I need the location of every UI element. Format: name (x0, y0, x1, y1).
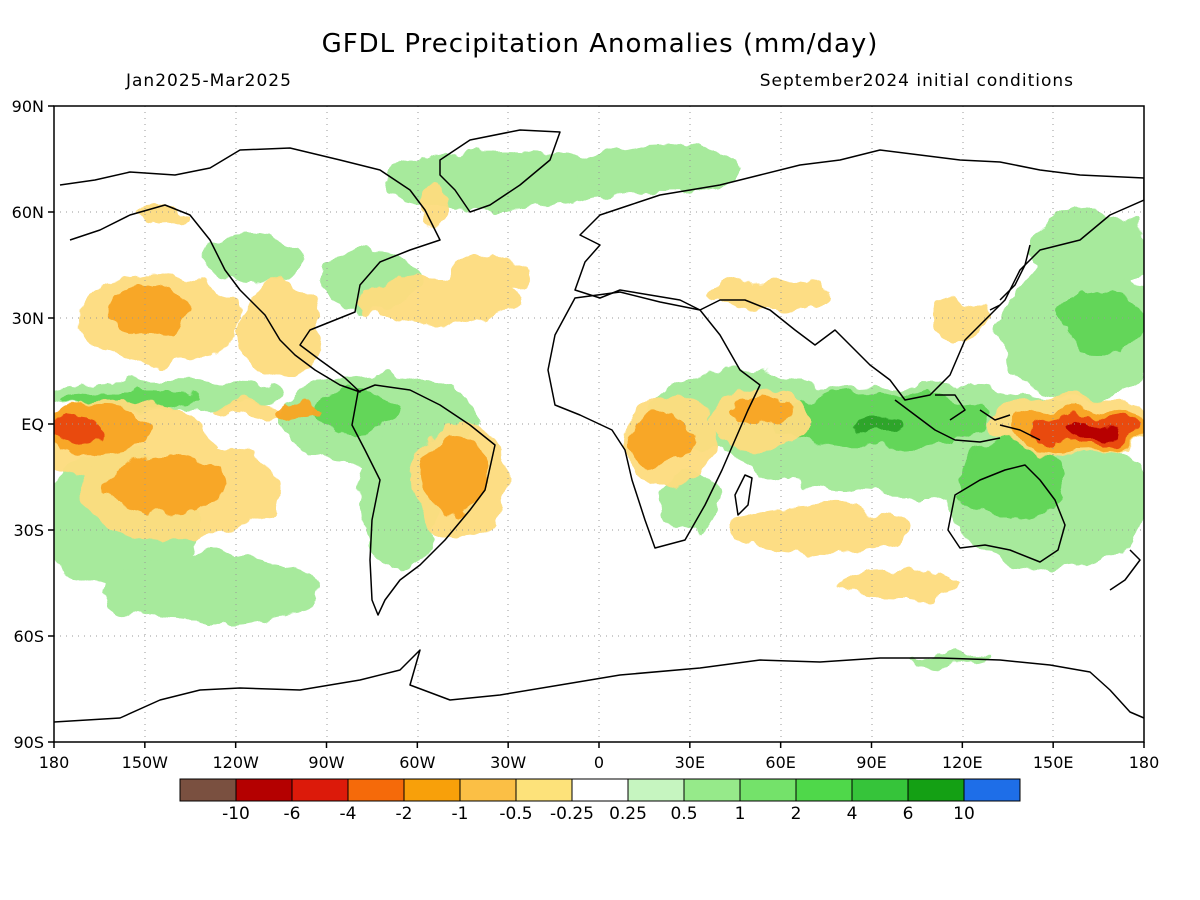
lon-label: 150E (1033, 753, 1074, 772)
coastline-greenland (439, 129, 561, 213)
coastline-indonesia (894, 394, 1041, 443)
colorbar-swatch (347, 778, 405, 802)
lon-label: 120W (212, 753, 259, 772)
lon-label: 30E (675, 753, 705, 772)
colorbar-label: -0.25 (550, 804, 594, 824)
colorbar-labels: -10 -6 -4 -2 -1 -0.5 -0.25 0.25 0.5 1 2 4 6 10 (222, 804, 975, 824)
colorbar-swatch (403, 778, 461, 802)
coastline-australia (947, 464, 1066, 563)
coastline-south-america (351, 384, 496, 616)
coastline-north-america (59, 147, 441, 393)
lon-label: 60E (765, 753, 795, 772)
colorbar-swatch (627, 778, 685, 802)
lat-label: 60S (13, 627, 44, 646)
graticule (54, 106, 1144, 742)
colorbar (179, 778, 1021, 802)
lon-label: 180 (1129, 753, 1160, 772)
lat-label: EQ (21, 415, 44, 434)
lon-label: 180 (39, 753, 70, 772)
anomaly-field (54, 106, 1144, 742)
colorbar-swatch (683, 778, 741, 802)
colorbar-label: -2 (396, 804, 413, 824)
colorbar-label: -1 (452, 804, 469, 824)
lon-label: 150W (122, 753, 169, 772)
coastline-new-zealand (1109, 549, 1141, 591)
lon-label: 90W (308, 753, 344, 772)
colorbar-label: -4 (340, 804, 357, 824)
longitude-axis: 180 150W 120W 90W 60W 30W 0 30E 60E 90E 120E 150E 18… (39, 742, 1160, 772)
lon-label: 30W (490, 753, 526, 772)
colorbar-label: 1 (735, 804, 746, 824)
latitude-axis: 90N 60N 30N EQ 30S 60S 90S (12, 97, 54, 752)
colorbar-label: -0.5 (499, 804, 532, 824)
coastlines (54, 129, 1144, 723)
forecast-period: Jan2025-Mar2025 (125, 71, 292, 91)
colorbar-label: 0.5 (670, 804, 697, 824)
colorbar-swatch (963, 778, 1021, 802)
colorbar-swatch (515, 778, 573, 802)
lat-label: 60N (12, 203, 44, 222)
map-title: GFDL Precipitation Anomalies (mm/day) (322, 29, 879, 59)
colorbar-swatch (291, 778, 349, 802)
lat-label: 30S (13, 521, 44, 540)
lon-label: 0 (594, 753, 604, 772)
lat-label: 30N (12, 309, 44, 328)
lon-label: 60W (399, 753, 435, 772)
coastline-antarctica (54, 649, 1144, 723)
colorbar-swatch (851, 778, 909, 802)
colorbar-label: 4 (847, 804, 858, 824)
coastline-eurasia (574, 149, 1144, 401)
coastline-madagascar (734, 474, 753, 516)
colorbar-label: 2 (791, 804, 802, 824)
colorbar-label: 0.25 (609, 804, 647, 824)
lat-label: 90S (13, 733, 44, 752)
colorbar-label: 6 (903, 804, 914, 824)
coastline-africa (547, 291, 761, 549)
lon-label: 90E (856, 753, 886, 772)
colorbar-swatch (907, 778, 965, 802)
colorbar-swatch (739, 778, 797, 802)
colorbar-swatch (459, 778, 517, 802)
colorbar-label: -10 (222, 804, 250, 824)
coastline-japan (989, 244, 1031, 311)
colorbar-swatch (795, 778, 853, 802)
colorbar-swatch (235, 778, 293, 802)
colorbar-label: -6 (284, 804, 301, 824)
lat-label: 90N (12, 97, 44, 116)
colorbar-label: 10 (953, 804, 975, 824)
colorbar-swatch (571, 778, 629, 802)
initial-conditions-label: September2024 initial conditions (760, 71, 1074, 91)
lon-label: 120E (942, 753, 983, 772)
colorbar-swatch (179, 778, 237, 802)
